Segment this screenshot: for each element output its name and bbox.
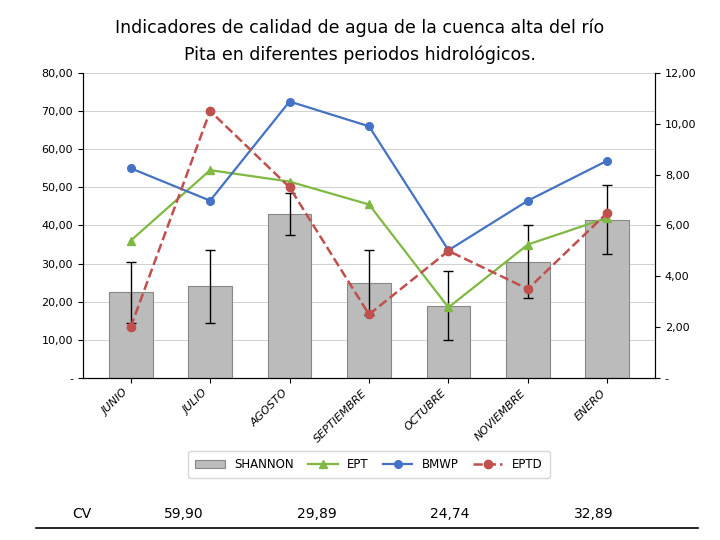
Text: Pita en diferentes periodos hidrológicos.: Pita en diferentes periodos hidrológicos…	[184, 46, 536, 64]
Text: Indicadores de calidad de agua de la cuenca alta del río: Indicadores de calidad de agua de la cue…	[115, 19, 605, 37]
Text: 59,90: 59,90	[163, 507, 204, 521]
Text: 24,74: 24,74	[431, 507, 469, 521]
Bar	[506, 262, 550, 378]
Bar	[188, 286, 232, 378]
Bar	[585, 220, 629, 378]
Bar	[109, 292, 153, 378]
Bar	[426, 306, 470, 378]
Text: 29,89: 29,89	[297, 507, 337, 521]
Text: CV: CV	[72, 507, 91, 521]
Legend: SHANNON, EPT, BMWP, EPTD: SHANNON, EPT, BMWP, EPTD	[189, 451, 549, 478]
Bar	[268, 214, 312, 378]
Text: 32,89: 32,89	[574, 507, 614, 521]
Bar	[347, 282, 391, 378]
